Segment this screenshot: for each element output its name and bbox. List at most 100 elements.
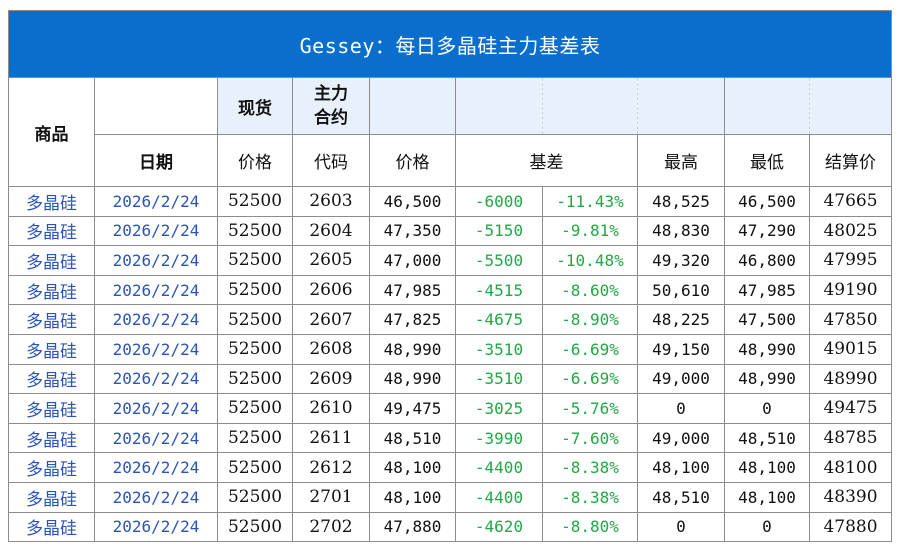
- cell-spot-price: 52500: [217, 274, 293, 306]
- header-tint-cell: [808, 77, 893, 135]
- cell-high: 50,610: [637, 274, 725, 306]
- header-tint-cell: [724, 77, 810, 135]
- cell-settle: 48025: [808, 215, 893, 247]
- cell-product: 多晶硅: [8, 304, 95, 335]
- cell-code: 2603: [292, 186, 370, 217]
- cell-settle: 48390: [808, 481, 893, 513]
- cell-price: 47,825: [369, 304, 456, 335]
- cell-settle: 48100: [808, 452, 893, 483]
- cell-price: 47,985: [369, 274, 456, 306]
- cell-basis: -3510: [455, 363, 543, 395]
- header-tint-cell: [455, 77, 543, 135]
- cell-code: 2609: [292, 363, 370, 395]
- cell-spot-price: 52500: [217, 186, 293, 217]
- header-code: 代码: [292, 134, 370, 187]
- cell-low: 48,990: [724, 363, 810, 395]
- cell-code: 2612: [292, 452, 370, 483]
- cell-price: 49,475: [369, 393, 456, 424]
- cell-settle: 49475: [808, 393, 893, 424]
- cell-code: 2701: [292, 481, 370, 513]
- cell-basis: -4400: [455, 452, 543, 483]
- basis-table: Gessey：每日多晶硅主力基差表 商品 现货 主力合约 日期 价格 代码 价格…: [7, 10, 893, 543]
- cell-high: 49,320: [637, 245, 725, 276]
- header-product: 商品: [8, 77, 95, 187]
- header-basis: 基差: [455, 134, 638, 187]
- cell-basis-pct: -6.69%: [542, 363, 638, 395]
- cell-low: 47,500: [724, 304, 810, 335]
- table-row: 多晶硅 2026/2/24 52500 2610 49,475 -3025 -5.76% 0 0…: [8, 393, 893, 424]
- cell-date: 2026/2/24: [94, 245, 218, 276]
- cell-settle: 48990: [808, 363, 893, 395]
- cell-date: 2026/2/24: [94, 422, 218, 454]
- cell-high: 0: [637, 511, 725, 543]
- cell-basis-pct: -8.38%: [542, 481, 638, 513]
- cell-low: 47,290: [724, 215, 810, 247]
- cell-spot-price: 52500: [217, 215, 293, 247]
- cell-basis: -4400: [455, 481, 543, 513]
- header-settle: 结算价: [808, 134, 893, 187]
- cell-product: 多晶硅: [8, 333, 95, 365]
- cell-spot-price: 52500: [217, 333, 293, 365]
- header-high: 最高: [637, 134, 725, 187]
- cell-date: 2026/2/24: [94, 186, 218, 217]
- cell-product: 多晶硅: [8, 393, 95, 424]
- cell-product: 多晶硅: [8, 363, 95, 395]
- cell-basis-pct: -5.76%: [542, 393, 638, 424]
- cell-product: 多晶硅: [8, 511, 95, 543]
- cell-basis-pct: -8.38%: [542, 452, 638, 483]
- cell-product: 多晶硅: [8, 186, 95, 217]
- cell-product: 多晶硅: [8, 215, 95, 247]
- cell-code: 2610: [292, 393, 370, 424]
- header-price: 价格: [369, 134, 456, 187]
- cell-basis-pct: -9.81%: [542, 215, 638, 247]
- cell-date: 2026/2/24: [94, 452, 218, 483]
- cell-date: 2026/2/24: [94, 393, 218, 424]
- cell-high: 48,510: [637, 481, 725, 513]
- cell-product: 多晶硅: [8, 422, 95, 454]
- cell-date: 2026/2/24: [94, 215, 218, 247]
- cell-high: 0: [637, 393, 725, 424]
- cell-spot-price: 52500: [217, 422, 293, 454]
- header-tint-cell: [542, 77, 638, 135]
- cell-low: 46,500: [724, 186, 810, 217]
- header-tint-cell: [637, 77, 725, 135]
- cell-spot-price: 52500: [217, 393, 293, 424]
- cell-settle: 49190: [808, 274, 893, 306]
- cell-code: 2611: [292, 422, 370, 454]
- cell-date: 2026/2/24: [94, 274, 218, 306]
- cell-settle: 47995: [808, 245, 893, 276]
- cell-low: 48,100: [724, 452, 810, 483]
- cell-date: 2026/2/24: [94, 363, 218, 395]
- cell-product: 多晶硅: [8, 274, 95, 306]
- header-low: 最低: [724, 134, 810, 187]
- cell-settle: 49015: [808, 333, 893, 365]
- header-tint-cell: [369, 77, 456, 135]
- cell-price: 48,100: [369, 452, 456, 483]
- cell-code: 2608: [292, 333, 370, 365]
- table-row: 多晶硅 2026/2/24 52500 2612 48,100 -4400 -8.38% 48…: [8, 452, 893, 483]
- cell-spot-price: 52500: [217, 304, 293, 335]
- cell-price: 47,880: [369, 511, 456, 543]
- cell-spot-price: 52500: [217, 511, 293, 543]
- cell-high: 48,830: [637, 215, 725, 247]
- table-row: 多晶硅 2026/2/24 52500 2603 46,500 -6000 -11.43% 4…: [8, 186, 893, 217]
- cell-basis-pct: -8.90%: [542, 304, 638, 335]
- cell-spot-price: 52500: [217, 452, 293, 483]
- table-row: 多晶硅 2026/2/24 52500 2604 47,350 -5150 -9.81% 48…: [8, 215, 893, 247]
- cell-basis: -4675: [455, 304, 543, 335]
- cell-product: 多晶硅: [8, 452, 95, 483]
- cell-basis-pct: -7.60%: [542, 422, 638, 454]
- header-spot-price: 价格: [217, 134, 293, 187]
- table-body: 多晶硅 2026/2/24 52500 2603 46,500 -6000 -11.43% 4…: [8, 186, 893, 543]
- header-empty: [94, 77, 218, 135]
- cell-spot-price: 52500: [217, 481, 293, 513]
- table-row: 多晶硅 2026/2/24 52500 2702 47,880 -4620 -8.80% 0 0…: [8, 511, 893, 543]
- cell-basis: -4515: [455, 274, 543, 306]
- cell-settle: 48785: [808, 422, 893, 454]
- table-row: 多晶硅 2026/2/24 52500 2606 47,985 -4515 -8.60% 50…: [8, 274, 893, 306]
- cell-basis: -4620: [455, 511, 543, 543]
- cell-price: 47,350: [369, 215, 456, 247]
- cell-settle: 47850: [808, 304, 893, 335]
- cell-price: 48,990: [369, 363, 456, 395]
- cell-price: 48,990: [369, 333, 456, 365]
